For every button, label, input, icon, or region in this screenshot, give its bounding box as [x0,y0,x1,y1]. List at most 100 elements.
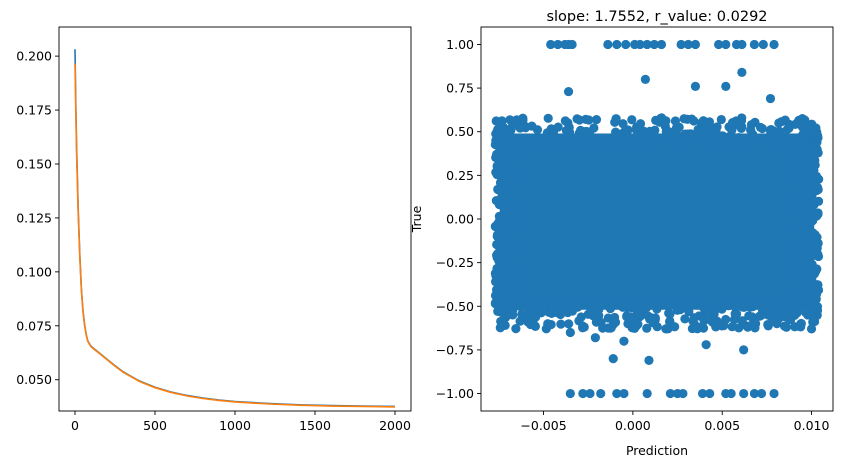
scatter-point-outlier [565,327,575,338]
scatter-point [743,322,753,332]
scatter-point [493,163,503,173]
scatter-point [614,296,624,307]
scatter-point-bottom [585,388,595,399]
scatter-point [679,114,689,124]
scatter-point-bottom [739,388,749,399]
scatter-point-top [690,39,701,50]
scatter-point [697,301,707,311]
scatter-y-tick-label: −0.50 [436,299,474,314]
scatter-point [542,134,552,144]
scatter-point-outlier [640,74,650,84]
scatter-point [807,215,817,225]
loss-x-tick-label: 1000 [219,418,251,433]
scatter-point-outlier [563,86,574,97]
scatter-point [808,242,818,252]
loss-x-ticks: 0 500 1000 1500 2000 [71,411,411,433]
scatter-point [561,125,572,136]
scatter-point [530,321,541,331]
scatter-point [596,138,606,148]
scatter-point [507,122,517,132]
scatter-point-bottom [769,388,779,399]
scatter-point-top [721,39,731,50]
scatter-point [805,141,815,151]
loss-y-tick-label: 0.100 [16,264,52,279]
scatter-point-outlier [644,355,654,365]
scatter-point [784,314,794,324]
scatter-point [798,237,808,247]
scatter-point [792,308,802,318]
scatter-point [574,115,585,125]
scatter-point-top [649,39,659,50]
scatter-point [801,154,811,164]
loss-y-tick-label: 0.200 [16,49,52,64]
scatter-point [518,113,528,123]
scatter-x-axis-label: Prediction [626,443,688,458]
scatter-point [798,174,809,184]
scatter-point [712,130,722,141]
scatter-point [491,116,501,126]
scatter-point-top [737,39,747,50]
scatter-point-top [612,39,622,50]
scatter-point [746,120,757,130]
scatter-point [734,323,744,333]
scatter-point [812,184,822,194]
scatter-point [543,113,553,123]
scatter-x-tick-label: −0.005 [520,418,566,433]
scatter-point [798,266,808,276]
scatter-y-tick-label: 0.50 [446,124,474,139]
scatter-point [665,309,675,319]
scatter-point [519,311,529,321]
scatter-y-tick-label: 0.00 [446,212,474,227]
scatter-point-bottom [726,388,736,399]
loss-x-tick-label: 500 [143,418,167,433]
scatter-point [506,178,516,188]
scatter-point [799,209,810,220]
scatter-y-ticks: −1.00 −0.75 −0.50 −0.25 0.00 0.25 0.50 0.75 1.00 [436,37,481,401]
scatter-point [806,324,817,334]
prediction-scatter-chart: −0.005 0.000 0.005 0.010 −1.00 −0.75 −0.50 −0.… [409,9,834,458]
scatter-point-outlier [608,354,618,364]
scatter-point [497,133,507,143]
scatter-point-top [621,39,631,50]
scatter-point [502,273,512,283]
scatter-point [665,317,675,327]
scatter-y-tick-label: 0.25 [446,168,474,183]
scatter-point [774,118,784,128]
scatter-point-top [642,39,652,50]
loss-series-group [74,49,396,408]
scatter-dense-core [499,133,815,310]
scatter-point [796,318,806,329]
scatter-point [670,116,681,126]
scatter-point [727,125,737,135]
scatter-point [806,275,816,285]
scatter-point [756,310,767,320]
loss-x-tick-label: 0 [71,418,79,433]
scatter-point [728,297,738,307]
scatter-point [506,290,516,300]
scatter-x-tick-label: 0.000 [615,418,651,433]
scatter-point [643,140,653,150]
scatter-point [576,312,586,322]
scatter-point [803,307,814,317]
scatter-point [570,138,580,148]
scatter-point [591,115,602,125]
scatter-y-tick-label: 0.75 [446,81,474,96]
scatter-point [534,139,544,149]
scatter-point [498,215,508,226]
scatter-point [581,126,591,136]
scatter-point [492,239,502,250]
scatter-point [578,321,588,331]
scatter-point [557,300,567,311]
scatter-point [664,299,674,309]
scatter-point [526,137,536,147]
loss-x-tick-label: 1500 [299,418,331,433]
scatter-point [681,302,691,312]
scatter-point [672,305,682,315]
scatter-point [642,323,652,333]
scatter-point-bottom [665,388,676,399]
scatter-point [767,306,777,316]
scatter-point [704,298,714,308]
scatter-point-bottom [678,388,688,399]
scatter-point [747,312,757,322]
